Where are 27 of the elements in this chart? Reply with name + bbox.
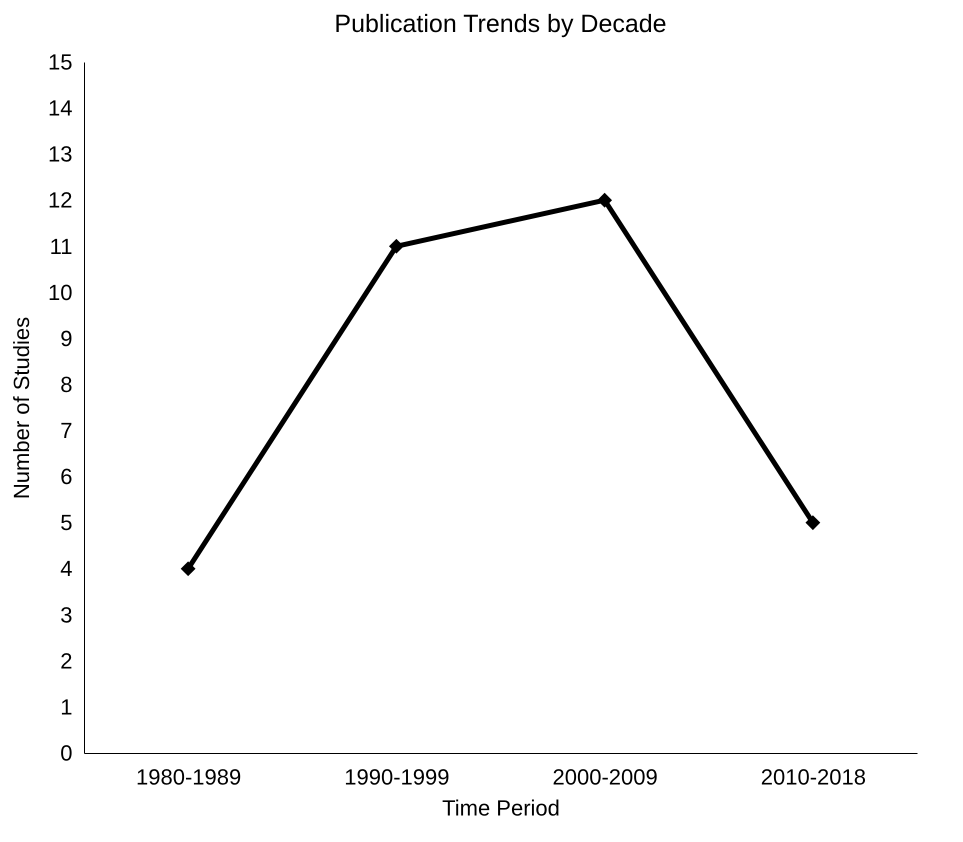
y-tick-label: 15: [48, 50, 72, 74]
x-tick-label: 1980-1989: [136, 764, 242, 790]
chart-title: Publication Trends by Decade: [334, 10, 667, 38]
y-axis-title: Number of Studies: [9, 316, 34, 500]
y-tick-label: 12: [48, 188, 72, 213]
y-tick-label: 4: [60, 556, 72, 582]
x-tick-label: 2010-2018: [760, 764, 866, 790]
point: [180, 561, 196, 576]
point: [805, 515, 820, 530]
point: [597, 192, 612, 208]
y-tick-label: 6: [60, 464, 72, 490]
y-tick-label: 10: [48, 280, 72, 305]
y-tick-label: 7: [60, 418, 72, 444]
y-tick-label: 8: [60, 372, 72, 397]
y-tick-label: 3: [60, 602, 72, 628]
y-tick-label: 9: [60, 326, 72, 351]
x-axis-title: Time Period: [442, 796, 560, 820]
y-tick-label: 11: [50, 234, 72, 259]
y-tick-label: 0: [60, 740, 72, 766]
x-tick-label: 1990-1999: [344, 764, 450, 790]
y-tick-label: 13: [48, 142, 72, 167]
y-tick-label: 5: [60, 510, 72, 536]
y-tick-label: 1: [60, 694, 72, 720]
y-tick-label: 2: [60, 648, 72, 674]
point: [388, 238, 404, 254]
x-tick-label: 2000-2009: [552, 764, 658, 790]
y-tick-label: 14: [48, 96, 72, 121]
